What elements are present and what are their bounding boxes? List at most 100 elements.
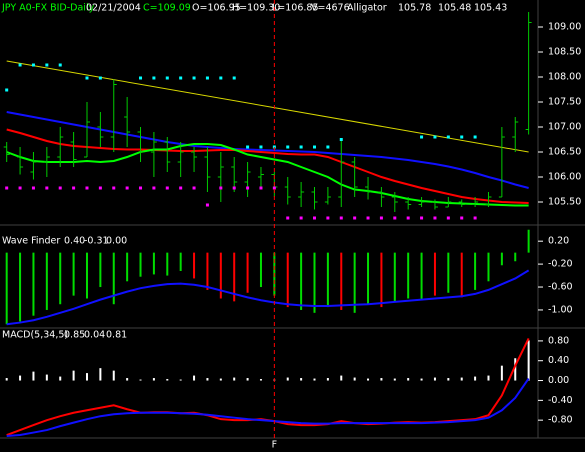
marker-dot <box>139 186 143 190</box>
marker-dot <box>379 216 383 220</box>
marker-dot <box>98 186 102 190</box>
y-tick-label: 105.50 <box>548 197 581 208</box>
histogram-bar <box>19 375 22 381</box>
histogram-bar <box>112 252 115 305</box>
histogram-bar <box>112 370 115 381</box>
marker-dot <box>45 63 49 67</box>
histogram-bar <box>340 375 343 381</box>
y-tick-label: 109.00 <box>548 22 581 33</box>
y-tick-label: -0.80 <box>548 415 573 426</box>
histogram-bar <box>313 378 316 381</box>
marker-dot <box>420 135 424 139</box>
legend-value: 105.48 <box>438 3 471 14</box>
marker-dot <box>299 145 303 149</box>
histogram-bar <box>500 365 503 381</box>
histogram-bar <box>166 252 169 276</box>
histogram-bar <box>367 378 370 381</box>
chart-title: JPY A0-FX BID-Daily <box>1 3 95 14</box>
marker-dot <box>179 76 183 80</box>
histogram-bar <box>152 378 155 381</box>
marker-dot <box>165 76 169 80</box>
histogram-bar <box>474 252 477 290</box>
indicator-line <box>6 269 530 326</box>
histogram-bar <box>45 252 48 310</box>
histogram-bar <box>139 252 142 277</box>
histogram-bar <box>206 378 209 381</box>
marker-dot <box>433 216 437 220</box>
legend-value: 105.78 <box>398 3 431 14</box>
histogram-bar <box>233 377 236 381</box>
histogram-bar <box>487 375 490 381</box>
marker-dot <box>205 203 209 207</box>
histogram-bar <box>326 378 329 381</box>
histogram-bar <box>5 252 8 325</box>
marker-dot <box>58 63 62 67</box>
histogram-bar <box>393 378 396 381</box>
marker-dot <box>125 186 129 190</box>
readout: L=106.85 <box>272 3 319 14</box>
histogram-bar <box>447 252 450 293</box>
histogram-bar <box>59 252 62 305</box>
marker-dot <box>139 76 143 80</box>
readout: O=106.95 <box>192 3 241 14</box>
histogram-bar <box>380 378 383 381</box>
histogram-bar <box>514 252 517 262</box>
marker-dot <box>85 186 89 190</box>
histogram-bar <box>259 379 262 381</box>
marker-dot <box>420 216 424 220</box>
marker-dot <box>232 76 236 80</box>
marker-dot <box>433 135 437 139</box>
histogram-bar <box>32 252 35 316</box>
marker-dot <box>58 186 62 190</box>
marker-dot <box>313 145 317 149</box>
histogram-bar <box>447 378 450 381</box>
panel-title: MACD(5,34,5) <box>2 330 68 341</box>
marker-dot <box>18 63 22 67</box>
indicator-line <box>6 128 529 204</box>
y-tick-label: 106.50 <box>548 147 581 158</box>
marker-dot <box>112 186 116 190</box>
y-tick-label: 107.50 <box>548 97 581 108</box>
marker-dot <box>219 76 223 80</box>
legend-value: 105.43 <box>474 3 507 14</box>
marker-dot <box>473 135 477 139</box>
legend-value: 0.85 <box>64 330 85 341</box>
histogram-bar <box>433 377 436 381</box>
histogram-bar <box>460 252 463 298</box>
indicator-line <box>6 111 529 189</box>
histogram-bar <box>487 252 490 282</box>
histogram-bar <box>233 252 236 302</box>
indicator-name: Alligator <box>347 3 387 14</box>
histogram-bar <box>166 379 169 381</box>
marker-dot <box>165 186 169 190</box>
histogram-bar <box>179 379 182 381</box>
histogram-bar <box>300 252 303 310</box>
histogram-bar <box>179 252 182 271</box>
marker-dot <box>246 145 250 149</box>
histogram-bar <box>219 378 222 381</box>
histogram-bar <box>286 377 289 381</box>
marker-dot <box>366 216 370 220</box>
marker-dot <box>45 186 49 190</box>
marker-dot <box>460 216 464 220</box>
marker-dot <box>179 186 183 190</box>
histogram-bar <box>407 378 410 381</box>
legend-value: 0.40 <box>64 236 85 247</box>
histogram-bar <box>340 252 343 310</box>
y-tick-label: 106.00 <box>548 172 581 183</box>
marker-dot <box>31 63 35 67</box>
histogram-bar <box>514 358 517 381</box>
histogram-bar <box>19 252 22 322</box>
plot-area <box>3 12 532 438</box>
marker-dot <box>299 216 303 220</box>
marker-dot <box>31 186 35 190</box>
marker-dot <box>326 216 330 220</box>
histogram-bar <box>420 252 423 300</box>
legend-value: 0.04 <box>84 330 105 341</box>
marker-dot <box>192 186 196 190</box>
histogram-bar <box>393 252 396 302</box>
marker-dot <box>259 145 263 149</box>
marker-dot <box>339 216 343 220</box>
histogram-bar <box>259 252 262 288</box>
readout: C=109.09 <box>143 3 191 14</box>
